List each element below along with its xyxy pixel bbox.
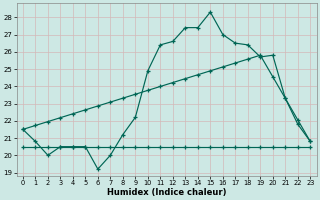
X-axis label: Humidex (Indice chaleur): Humidex (Indice chaleur): [107, 188, 226, 197]
